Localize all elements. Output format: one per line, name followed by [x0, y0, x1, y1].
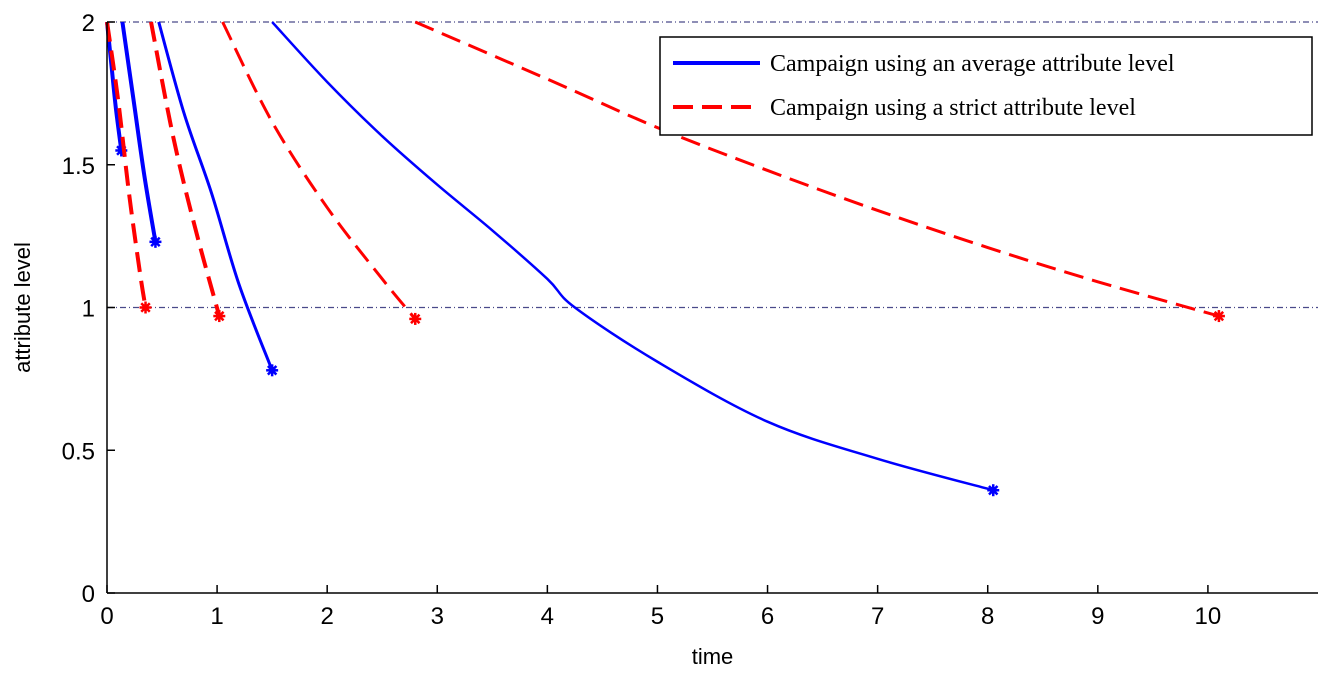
marker-center	[151, 238, 159, 246]
y-axis-label: attribute level	[10, 242, 35, 373]
marker-center	[215, 312, 223, 320]
x-tick-label: 0	[100, 603, 113, 630]
series-end-marker-strict-7	[1212, 310, 1225, 323]
y-tick-label: 1.5	[62, 153, 95, 180]
x-tick-label: 4	[541, 603, 554, 630]
y-tick-label: 0	[82, 581, 95, 608]
series-line-average-2	[157, 21, 274, 371]
x-tick-label: 8	[981, 603, 994, 630]
x-tick-label: 3	[431, 603, 444, 630]
series-line-strict-4	[105, 21, 148, 308]
x-tick-label: 10	[1195, 603, 1222, 630]
series-line-average-3	[271, 21, 994, 492]
series-end-marker-average-1	[149, 235, 162, 248]
x-tick-label: 9	[1091, 603, 1104, 630]
x-ticks: 0 1 2 3 4 5 6 7 8 9 10	[100, 585, 1221, 630]
series-end-marker-strict-5	[213, 310, 226, 323]
legend-box	[659, 36, 1313, 136]
legend-label-average: Campaign using an average attribute leve…	[770, 51, 1175, 77]
y-tick-label: 2	[82, 10, 95, 37]
y-ticks: 0 0.5 1 1.5 2	[62, 10, 115, 608]
series-layer	[105, 20, 1225, 497]
series-line-strict-7	[414, 20, 1220, 318]
x-tick-label: 7	[871, 603, 884, 630]
x-tick-label: 1	[210, 603, 223, 630]
marker-center	[411, 315, 419, 323]
y-tick-label: 1	[82, 296, 95, 323]
x-tick-label: 2	[321, 603, 334, 630]
y-tick-label: 0.5	[62, 438, 95, 465]
series-end-marker-strict-4	[139, 301, 152, 314]
series-line-strict-5	[149, 21, 222, 317]
series-end-marker-average-3	[987, 484, 1000, 497]
marker-center	[1215, 312, 1223, 320]
marker-center	[142, 304, 150, 311]
series-end-marker-strict-6	[409, 312, 422, 325]
marker-center	[989, 486, 997, 494]
legend: Campaign using an average attribute leve…	[659, 36, 1313, 136]
legend-label-strict: Campaign using a strict attribute level	[770, 95, 1136, 121]
x-tick-label: 6	[761, 603, 774, 630]
x-tick-label: 5	[651, 603, 664, 630]
x-axis-label: time	[692, 644, 734, 669]
series-end-marker-average-2	[266, 364, 279, 377]
series-line-average-1	[120, 21, 158, 243]
series-line-strict-6	[221, 21, 417, 320]
marker-center	[268, 366, 276, 374]
